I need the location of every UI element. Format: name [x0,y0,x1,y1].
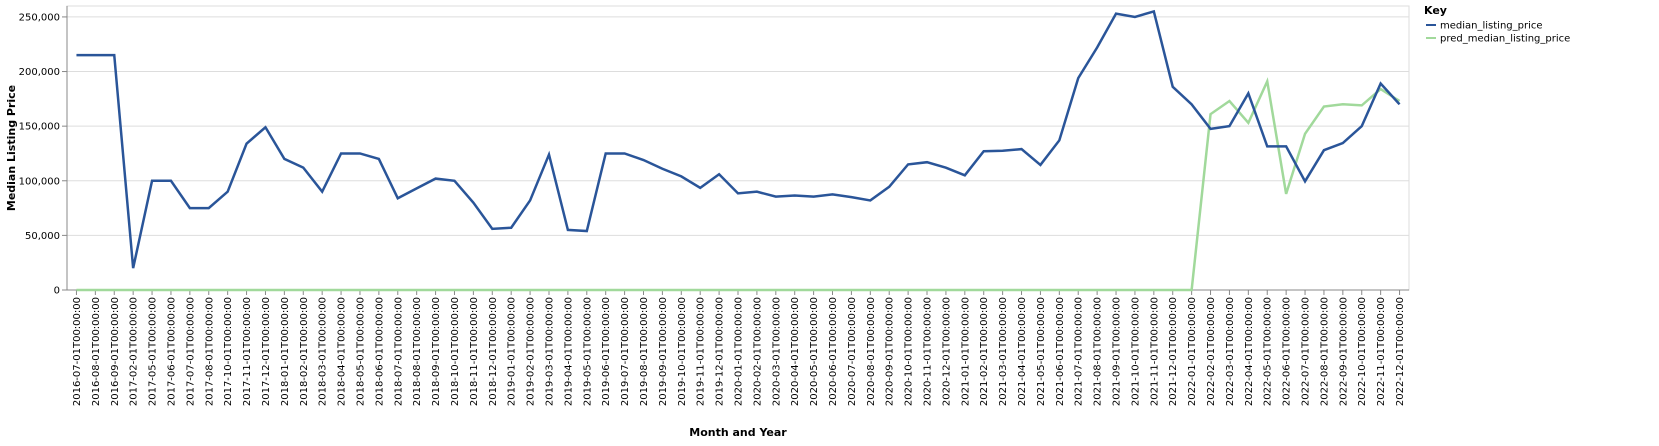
y-axis-title: Median Listing Price [5,85,18,211]
x-tick-label: 2019-02-01T00:00:00 [526,297,537,406]
x-tick-label: 2022-12-01T00:00:00 [1395,297,1406,406]
x-tick-label: 2020-07-01T00:00:00 [847,297,858,406]
x-tick-label: 2022-02-01T00:00:00 [1206,297,1217,406]
x-tick-label: 2020-12-01T00:00:00 [941,297,952,406]
y-tick-label: 100,000 [19,176,60,187]
x-tick-label: 2021-02-01T00:00:00 [979,297,990,406]
x-tick-label: 2017-06-01T00:00:00 [166,297,177,406]
series-line-median-listing-price [76,9,1401,269]
x-tick-label: 2018-07-01T00:00:00 [393,297,404,406]
x-tick-label: 2018-09-01T00:00:00 [431,297,442,406]
x-tick-label: 2022-11-01T00:00:00 [1376,297,1387,406]
x-tick-label: 2018-04-01T00:00:00 [337,297,348,406]
x-tick-label: 2017-10-01T00:00:00 [223,297,234,406]
x-tick-label: 2019-03-01T00:00:00 [544,297,555,406]
x-tick-label: 2018-11-01T00:00:00 [469,297,480,406]
x-tick-label: 2022-04-01T00:00:00 [1244,297,1255,406]
y-tick-label: 200,000 [19,67,60,78]
x-tick-label: 2018-05-01T00:00:00 [355,297,366,406]
x-tick-label: 2022-05-01T00:00:00 [1263,297,1274,406]
x-tick-label: 2022-01-01T00:00:00 [1187,297,1198,406]
gridlines [67,16,1409,291]
x-tick-label: 2021-07-01T00:00:00 [1074,297,1085,406]
x-tick-label: 2022-08-01T00:00:00 [1319,297,1330,406]
x-tick-label: 2020-03-01T00:00:00 [771,297,782,406]
x-tick-label: 2018-03-01T00:00:00 [318,297,329,406]
x-tick-label: 2022-07-01T00:00:00 [1301,297,1312,406]
x-tick-label: 2016-07-01T00:00:00 [72,297,83,406]
x-tick-label: 2018-01-01T00:00:00 [280,297,291,406]
x-tick-label: 2021-09-01T00:00:00 [1112,297,1123,406]
x-tick-label: 2017-05-01T00:00:00 [148,297,159,406]
x-tick-label: 2019-10-01T00:00:00 [677,297,688,406]
x-tick-label: 2018-10-01T00:00:00 [450,297,461,406]
x-tick-label: 2020-02-01T00:00:00 [752,297,763,406]
x-tick-label: 2021-05-01T00:00:00 [1036,297,1047,406]
x-tick-label: 2022-06-01T00:00:00 [1282,297,1293,406]
x-tick-label: 2020-05-01T00:00:00 [809,297,820,406]
series-lines [76,9,1401,292]
legend-label: median_listing_price [1440,21,1543,32]
x-tick-label: 2019-12-01T00:00:00 [715,297,726,406]
x-tick-label: 2020-04-01T00:00:00 [790,297,801,406]
x-tick-label: 2017-12-01T00:00:00 [261,297,272,406]
x-tick-label: 2020-06-01T00:00:00 [828,297,839,406]
y-tick-label: 150,000 [19,122,60,133]
legend: Key median_listing_price pred_median_list… [1424,4,1570,45]
x-tick-label: 2020-10-01T00:00:00 [904,297,915,406]
x-tick-label: 2017-08-01T00:00:00 [204,297,215,406]
y-tick-label: 50,000 [25,231,60,242]
x-tick-label: 2019-08-01T00:00:00 [639,297,650,406]
x-tick-label: 2019-07-01T00:00:00 [620,297,631,406]
x-tick-label: 2019-09-01T00:00:00 [658,297,669,406]
x-tick-label: 2020-01-01T00:00:00 [734,297,745,406]
x-axis: 2016-07-01T00:00:00 2016-08-01T00:00:00 20… [67,289,1409,406]
y-tick-label: 250,000 [19,12,60,23]
legend-title: Key [1424,4,1447,17]
x-tick-label: 2019-04-01T00:00:00 [563,297,574,406]
x-tick-label: 2022-09-01T00:00:00 [1338,297,1349,406]
legend-label: pred_median_listing_price [1440,34,1570,45]
x-tick-label: 2018-06-01T00:00:00 [374,297,385,406]
x-tick-label: 2021-01-01T00:00:00 [960,297,971,406]
x-tick-label: 2021-06-01T00:00:00 [1055,297,1066,406]
x-tick-label: 2018-12-01T00:00:00 [488,297,499,406]
x-tick-label: 2019-06-01T00:00:00 [601,297,612,406]
x-tick-label: 2021-11-01T00:00:00 [1149,297,1160,406]
y-tick-label: 0 [54,286,60,297]
x-tick-label: 2019-05-01T00:00:00 [582,297,593,406]
x-tick-label: 2017-11-01T00:00:00 [242,297,253,406]
x-tick-label: 2018-02-01T00:00:00 [299,297,310,406]
x-tick-label: 2021-04-01T00:00:00 [1017,297,1028,406]
x-tick-label: 2018-08-01T00:00:00 [412,297,423,406]
x-tick-label: 2020-09-01T00:00:00 [885,297,896,406]
x-tick-label: 2021-03-01T00:00:00 [998,297,1009,406]
x-tick-label: 2019-01-01T00:00:00 [507,297,518,406]
y-axis: 0 50,000 100,000 150,000 200,000 250,000 [19,6,68,297]
x-tick-label: 2021-10-01T00:00:00 [1130,297,1141,406]
x-tick-label: 2021-12-01T00:00:00 [1168,297,1179,406]
x-tick-label: 2016-09-01T00:00:00 [110,297,121,406]
x-tick-label: 2016-08-01T00:00:00 [91,297,102,406]
x-tick-label: 2021-08-01T00:00:00 [1093,297,1104,406]
x-tick-label: 2020-11-01T00:00:00 [923,297,934,406]
x-tick-label: 2022-03-01T00:00:00 [1225,297,1236,406]
series-line-pred-median-listing-price [76,77,1401,292]
x-tick-label: 2019-11-01T00:00:00 [696,297,707,406]
x-tick-label: 2022-10-01T00:00:00 [1357,297,1368,406]
x-tick-label: 2020-08-01T00:00:00 [866,297,877,406]
x-axis-title: Month and Year [689,426,787,439]
x-tick-label: 2017-02-01T00:00:00 [129,297,140,406]
x-tick-label: 2017-07-01T00:00:00 [185,297,196,406]
